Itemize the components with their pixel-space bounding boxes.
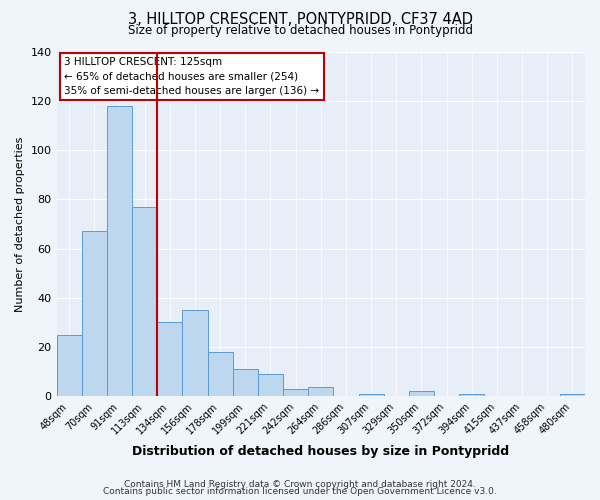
Y-axis label: Number of detached properties: Number of detached properties [15,136,25,312]
Bar [359,394,383,396]
Bar [132,206,157,396]
Text: Contains HM Land Registry data © Crown copyright and database right 2024.: Contains HM Land Registry data © Crown c… [124,480,476,489]
Bar [308,386,334,396]
Bar [82,232,107,396]
Text: Contains public sector information licensed under the Open Government Licence v3: Contains public sector information licen… [103,488,497,496]
Text: 3, HILLTOP CRESCENT, PONTYPRIDD, CF37 4AD: 3, HILLTOP CRESCENT, PONTYPRIDD, CF37 4A… [128,12,473,28]
Bar [107,106,132,397]
Bar [182,310,208,396]
Bar [233,370,258,396]
Bar [560,394,585,396]
Bar [56,335,82,396]
Bar [258,374,283,396]
Bar [459,394,484,396]
Bar [409,392,434,396]
Text: 3 HILLTOP CRESCENT: 125sqm
← 65% of detached houses are smaller (254)
35% of sem: 3 HILLTOP CRESCENT: 125sqm ← 65% of deta… [64,56,320,96]
Text: Size of property relative to detached houses in Pontypridd: Size of property relative to detached ho… [128,24,473,37]
Bar [208,352,233,397]
Bar [157,322,182,396]
Bar [283,389,308,396]
X-axis label: Distribution of detached houses by size in Pontypridd: Distribution of detached houses by size … [132,444,509,458]
